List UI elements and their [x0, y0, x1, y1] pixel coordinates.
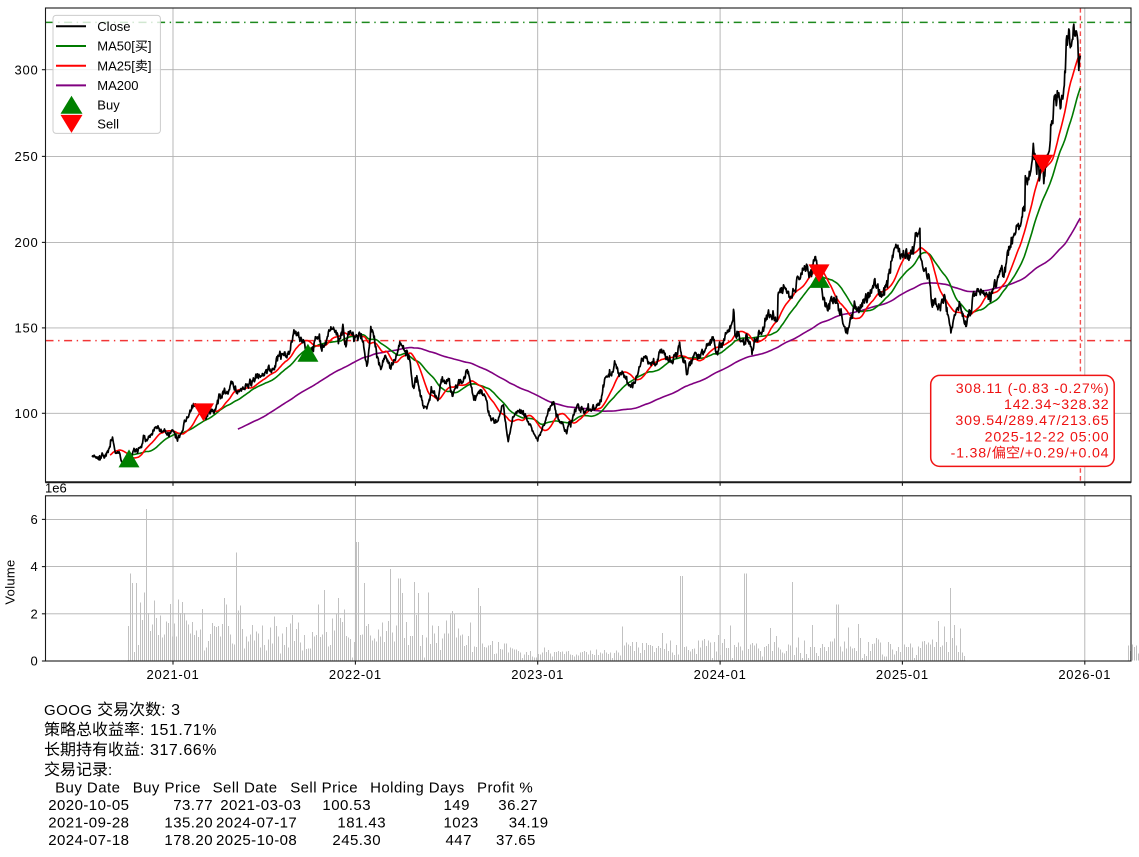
svg-text:GOOG: GOOG: [44, 702, 92, 719]
svg-text:142.34~328.32: 142.34~328.32: [1004, 397, 1109, 413]
svg-text:309.54/289.47/213.65: 309.54/289.47/213.65: [955, 413, 1109, 429]
svg-text:36.27: 36.27: [498, 797, 538, 814]
svg-text::: :: [108, 762, 113, 779]
svg-text:Profit %: Profit %: [477, 780, 533, 797]
svg-text:2025-10-08: 2025-10-08: [216, 832, 297, 849]
svg-text:Sell Price: Sell Price: [290, 780, 358, 797]
svg-text:Holding Days: Holding Days: [370, 780, 465, 797]
svg-text:]: ]: [148, 39, 152, 54]
svg-text:2025-01: 2025-01: [876, 667, 929, 682]
svg-text:245.30: 245.30: [332, 832, 381, 849]
svg-text:447: 447: [446, 832, 472, 849]
svg-text:MA50[: MA50[: [97, 39, 135, 54]
svg-text:150: 150: [15, 321, 39, 336]
svg-text:2024-01: 2024-01: [694, 667, 747, 682]
svg-text:Buy Price: Buy Price: [133, 780, 201, 797]
svg-text:2024-07-18: 2024-07-18: [48, 832, 129, 849]
svg-text:308.11 (-0.83 -0.27%): 308.11 (-0.83 -0.27%): [956, 381, 1110, 397]
svg-text:2025-12-22 05:00: 2025-12-22 05:00: [985, 429, 1110, 445]
svg-text:: 3: : 3: [161, 702, 180, 719]
svg-text:2026-01: 2026-01: [1058, 667, 1111, 682]
svg-text:Volume: Volume: [3, 559, 18, 604]
svg-text:MA25[: MA25[: [97, 58, 135, 73]
svg-text:-1.38/: -1.38/: [951, 446, 992, 462]
svg-text:: 317.66%: : 317.66%: [140, 742, 217, 759]
svg-text:100: 100: [15, 406, 39, 421]
svg-text:Sell: Sell: [97, 117, 119, 132]
svg-text:4: 4: [31, 559, 39, 574]
svg-text:1e6: 1e6: [45, 481, 67, 496]
svg-text:250: 250: [15, 149, 39, 164]
svg-text:6: 6: [31, 512, 39, 527]
svg-text:2022-01: 2022-01: [329, 667, 382, 682]
svg-text:2021-09-28: 2021-09-28: [48, 815, 129, 832]
svg-text:149: 149: [444, 797, 470, 814]
svg-text:100.53: 100.53: [322, 797, 371, 814]
svg-text:200: 200: [15, 235, 39, 250]
svg-text:300: 300: [15, 62, 39, 77]
svg-text:2024-07-17: 2024-07-17: [216, 815, 297, 832]
svg-text:/+0.29/+0.04: /+0.29/+0.04: [1020, 446, 1109, 462]
svg-text:2021-01: 2021-01: [147, 667, 200, 682]
svg-text:2020-10-05: 2020-10-05: [48, 797, 129, 814]
svg-text:2021-03-03: 2021-03-03: [220, 797, 301, 814]
svg-text:37.65: 37.65: [496, 832, 536, 849]
svg-text:2023-01: 2023-01: [511, 667, 564, 682]
svg-text:Buy: Buy: [97, 98, 120, 113]
svg-text:181.43: 181.43: [337, 815, 386, 832]
svg-text:Buy Date: Buy Date: [55, 780, 120, 797]
svg-text:178.20: 178.20: [164, 832, 213, 849]
svg-text:Sell Date: Sell Date: [213, 780, 278, 797]
svg-text:: 151.71%: : 151.71%: [140, 722, 217, 739]
svg-text:34.19: 34.19: [509, 815, 549, 832]
svg-text:Close: Close: [97, 19, 130, 34]
svg-text:73.77: 73.77: [173, 797, 213, 814]
svg-text:2: 2: [31, 606, 39, 621]
svg-text:MA200: MA200: [97, 78, 138, 93]
svg-text:]: ]: [148, 58, 152, 73]
svg-text:1023: 1023: [444, 815, 479, 832]
svg-text:135.20: 135.20: [164, 815, 213, 832]
svg-text:0: 0: [31, 654, 39, 669]
